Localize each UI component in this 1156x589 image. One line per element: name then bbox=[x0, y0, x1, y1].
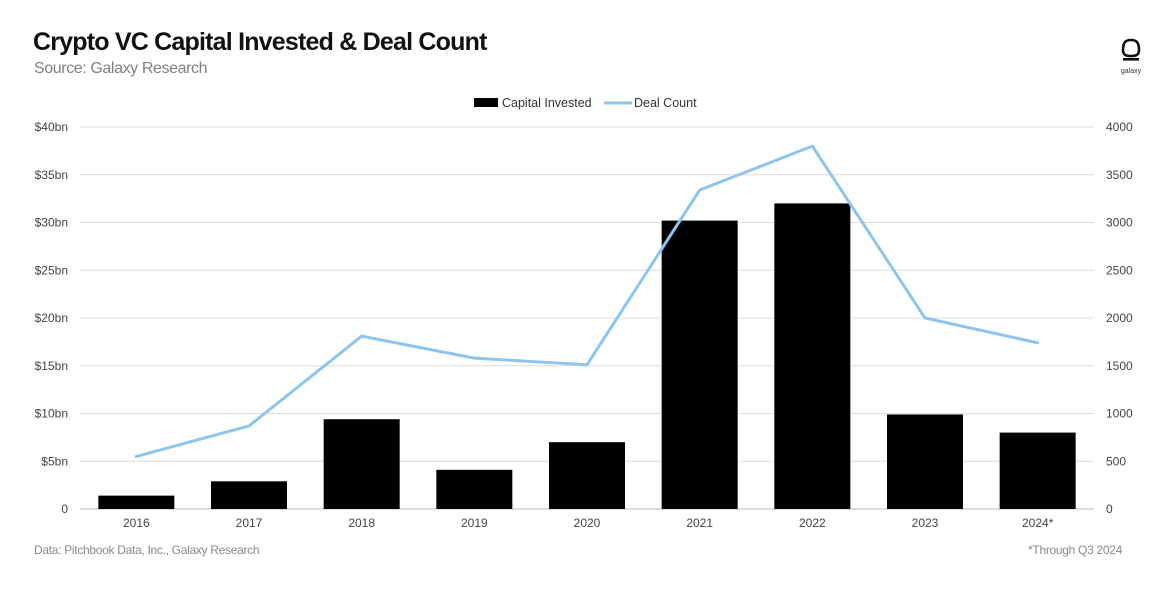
capital-invested-bar bbox=[661, 220, 738, 509]
right-axis-tick-label: 3500 bbox=[1106, 168, 1133, 182]
left-axis-tick-label: $20bn bbox=[35, 311, 68, 325]
right-axis-tick-label: 1500 bbox=[1106, 359, 1133, 373]
left-axis-tick-label: $10bn bbox=[35, 407, 68, 421]
capital-invested-bar bbox=[774, 203, 851, 509]
legend-label-deals: Deal Count bbox=[634, 96, 697, 110]
x-axis-tick-label: 2021 bbox=[686, 516, 713, 530]
capital-invested-bar bbox=[211, 481, 287, 509]
data-source-note: Data: Pitchbook Data, Inc., Galaxy Resea… bbox=[34, 543, 260, 557]
deal-count-line bbox=[134, 144, 1040, 458]
left-axis-tick-label: $30bn bbox=[35, 216, 68, 230]
x-axis-tick-label: 2017 bbox=[236, 516, 263, 530]
left-axis-tick-label: $5bn bbox=[41, 454, 68, 468]
legend-label-capital: Capital Invested bbox=[502, 96, 592, 110]
deal-count-point bbox=[924, 317, 926, 319]
capital-invested-bar bbox=[323, 419, 400, 509]
right-axis-tick-label: 2500 bbox=[1106, 263, 1133, 277]
left-axis-tick-label: 0 bbox=[61, 502, 68, 516]
capital-invested-bar bbox=[999, 432, 1076, 509]
deal-count-point bbox=[135, 455, 137, 457]
x-axis-tick-label: 2023 bbox=[912, 516, 939, 530]
right-axis-tick-label: 1000 bbox=[1106, 407, 1133, 421]
legend: Capital Invested Deal Count bbox=[474, 96, 697, 110]
deal-count-point bbox=[361, 335, 363, 337]
capital-invested-bar bbox=[549, 442, 625, 509]
through-note: *Through Q3 2024 bbox=[1028, 543, 1122, 557]
deal-count-point bbox=[811, 145, 813, 147]
capital-invested-bar bbox=[887, 414, 963, 509]
x-axis-tick-label: 2016 bbox=[123, 516, 150, 530]
right-axis-tick-label: 0 bbox=[1106, 502, 1113, 516]
left-axis-tick-label: $40bn bbox=[35, 120, 68, 134]
deal-count-point bbox=[248, 425, 250, 427]
left-axis-tick-label: $25bn bbox=[35, 263, 68, 277]
left-axis-tick-label: $35bn bbox=[35, 168, 68, 182]
deal-count-point bbox=[473, 357, 475, 359]
deal-count-point bbox=[586, 364, 588, 366]
chart-source: Source: Galaxy Research bbox=[34, 60, 208, 77]
x-axis-tick-label: 2022 bbox=[799, 516, 826, 530]
right-axis-tick-label: 4000 bbox=[1106, 120, 1133, 134]
galaxy-logo: galaxy bbox=[1114, 38, 1148, 75]
deal-count-point bbox=[699, 189, 701, 191]
logo-wordmark: galaxy bbox=[1120, 68, 1142, 75]
left-axis-tick-label: $15bn bbox=[35, 359, 68, 373]
deal-count-point bbox=[1037, 342, 1039, 344]
galaxy-logo-icon bbox=[1121, 38, 1141, 61]
x-axis-tick-label: 2018 bbox=[348, 516, 375, 530]
x-axis-tick-label: 2020 bbox=[574, 516, 601, 530]
right-axis-tick-label: 2000 bbox=[1106, 311, 1133, 325]
x-axis-tick-label: 2019 bbox=[461, 516, 488, 530]
right-axis-tick-label: 500 bbox=[1106, 454, 1126, 468]
legend-bar-swatch bbox=[474, 98, 498, 107]
right-axis-tick-label: 3000 bbox=[1106, 216, 1133, 230]
chart-title: Crypto VC Capital Invested & Deal Count bbox=[33, 28, 487, 56]
capital-invested-bar bbox=[98, 495, 175, 509]
x-axis-tick-label: 2024* bbox=[1022, 516, 1054, 530]
capital-invested-bar bbox=[436, 469, 513, 509]
